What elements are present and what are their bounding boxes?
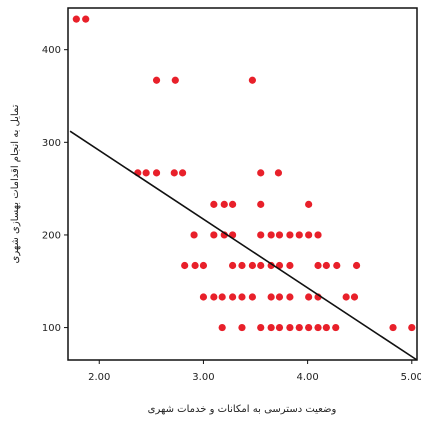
data-point <box>305 200 313 208</box>
data-point <box>342 293 350 301</box>
data-point <box>267 261 275 270</box>
data-point <box>248 293 256 301</box>
data-point <box>210 200 218 208</box>
data-point <box>170 169 178 177</box>
data-point <box>332 323 340 332</box>
data-point <box>257 200 265 208</box>
data-point <box>229 200 237 208</box>
data-point <box>286 231 294 239</box>
data-point <box>314 323 322 332</box>
data-point <box>286 293 294 301</box>
data-point <box>210 293 218 301</box>
data-point <box>218 323 226 332</box>
y-tick-label: 300 <box>42 138 61 149</box>
data-point <box>248 261 256 270</box>
data-point <box>275 323 284 332</box>
x-tick-label: 2.00 <box>88 372 110 383</box>
data-point <box>305 231 313 239</box>
data-point <box>257 323 265 332</box>
data-point <box>352 261 361 270</box>
x-axis-ticks: 2.00 3.00 4.00 5.00 <box>88 360 421 383</box>
data-point <box>142 169 150 177</box>
data-point <box>322 323 330 332</box>
regression-line <box>69 130 418 361</box>
data-point <box>286 261 294 270</box>
data-point <box>274 169 283 177</box>
data-point <box>152 169 161 177</box>
data-point <box>257 231 265 239</box>
data-point <box>286 323 294 332</box>
data-point <box>267 293 275 301</box>
data-point <box>171 76 179 84</box>
data-point <box>257 261 265 270</box>
data-point <box>238 323 246 332</box>
data-point <box>229 293 237 301</box>
data-point <box>82 15 90 23</box>
data-point <box>295 323 303 332</box>
data-point <box>199 261 208 270</box>
data-point <box>275 293 284 301</box>
x-tick-label: 4.00 <box>296 372 318 383</box>
data-point <box>178 169 187 177</box>
data-point <box>350 293 359 301</box>
data-point <box>305 293 313 301</box>
data-point <box>152 76 161 84</box>
data-point <box>322 261 330 270</box>
data-point <box>267 323 275 332</box>
y-axis-title: تمایل به انجام اقدامات بهسازی شهری <box>10 104 21 263</box>
x-tick-label: 5.00 <box>401 372 421 383</box>
y-axis-ticks: 100 200 300 400 <box>42 45 68 334</box>
data-points <box>72 15 416 332</box>
data-point <box>267 231 275 239</box>
data-point <box>389 323 397 332</box>
y-tick-label: 400 <box>42 45 61 56</box>
y-tick-label: 200 <box>42 230 61 241</box>
data-point <box>181 261 189 270</box>
data-point <box>314 231 322 239</box>
x-axis-title: وضعیت دسترسی به امکانات و خدمات شهری <box>148 404 337 415</box>
data-point <box>408 323 416 332</box>
data-point <box>333 261 341 270</box>
data-point <box>220 200 228 208</box>
data-point <box>238 293 246 301</box>
data-point <box>275 231 284 239</box>
data-point <box>199 293 208 301</box>
data-point <box>238 261 246 270</box>
data-point <box>210 231 218 239</box>
plot-frame <box>67 7 418 361</box>
data-point <box>305 323 313 332</box>
x-tick-label: 3.00 <box>192 372 214 383</box>
y-tick-label: 100 <box>42 323 61 334</box>
data-point <box>190 231 198 239</box>
data-point <box>72 15 80 23</box>
data-point <box>229 261 237 270</box>
data-point <box>218 293 226 301</box>
data-point <box>191 261 199 270</box>
data-point <box>295 231 303 239</box>
data-point <box>257 169 265 177</box>
data-point <box>314 261 322 270</box>
data-point <box>248 76 256 84</box>
